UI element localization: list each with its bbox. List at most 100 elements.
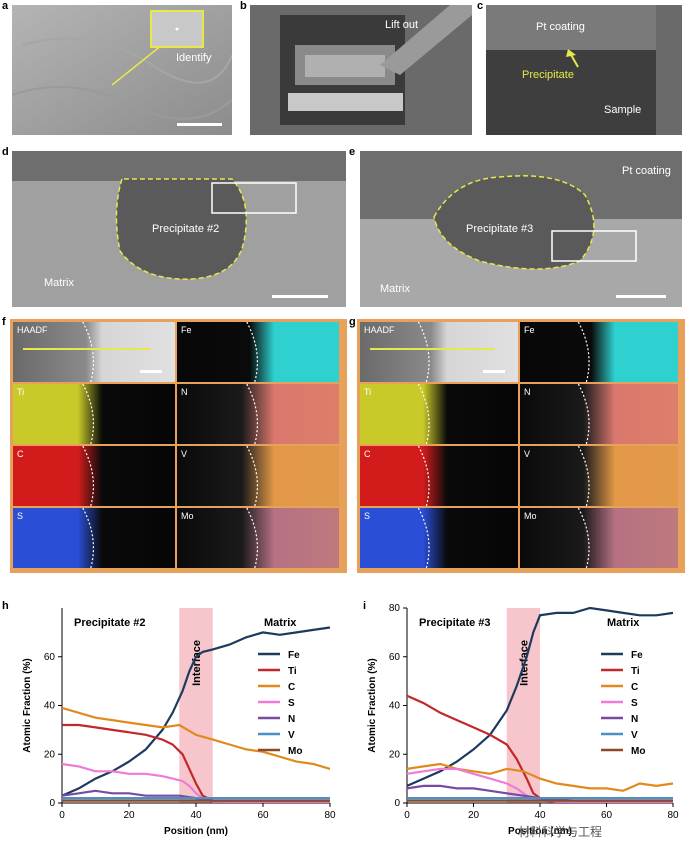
eds-map-label: V bbox=[181, 449, 188, 459]
sem-texture-a bbox=[12, 5, 232, 135]
sem-image-c: Pt coating Precipitate Sample bbox=[486, 5, 682, 135]
sample-label-c: Sample bbox=[604, 104, 642, 116]
interface-boundary-f-fe bbox=[246, 322, 258, 382]
interface-boundary-f-n bbox=[246, 384, 258, 444]
eds-map-f-c: C bbox=[13, 446, 175, 506]
tem-image-d: Precipitate #2 Matrix bbox=[12, 151, 346, 307]
interface-boundary-g-ti bbox=[417, 384, 430, 444]
legend-label-v: V bbox=[288, 730, 295, 741]
interface-boundary-f-c bbox=[82, 446, 94, 506]
legend-label-mo: Mo bbox=[631, 746, 645, 757]
eds-map-label: N bbox=[524, 387, 531, 397]
precipitate-label-c: Precipitate bbox=[522, 69, 574, 81]
eds-map-label: Mo bbox=[181, 511, 194, 521]
x-tick-label: 20 bbox=[123, 810, 135, 821]
interface-label: Interface bbox=[191, 640, 203, 686]
interface-boundary-g-v bbox=[577, 446, 590, 506]
precipitate-2-label: Precipitate #2 bbox=[152, 223, 220, 235]
tem-texture-d bbox=[12, 151, 346, 307]
line-profile-svg-h: Interface 0 20 40 60 80 0 20 40 60 Position (nm) At… bbox=[22, 608, 336, 837]
interface-boundary-f-ti bbox=[82, 384, 94, 444]
panel-label-a: a bbox=[2, 0, 9, 12]
y-tick-label: 20 bbox=[44, 749, 56, 760]
eds-map-label: HAADF bbox=[364, 325, 395, 335]
chart-title: Precipitate #3 bbox=[419, 617, 491, 629]
eds-map-label: S bbox=[364, 511, 371, 521]
panel-label-i: i bbox=[363, 600, 367, 612]
legend-label-n: N bbox=[288, 714, 295, 725]
x-axis-label: Position (nm) bbox=[164, 826, 228, 837]
panel-label-d: d bbox=[2, 146, 9, 158]
tem-image-e: Precipitate #3 Matrix Pt coating bbox=[360, 151, 682, 307]
eds-map-f-fe: Fe bbox=[177, 322, 339, 382]
panel-label-e: e bbox=[349, 146, 356, 158]
eds-map-g-haadf: HAADF bbox=[360, 322, 518, 382]
eds-map-f-mo: Mo bbox=[177, 508, 339, 568]
y-tick-label: 20 bbox=[389, 749, 401, 760]
panel-label-c: c bbox=[477, 0, 484, 12]
interface-band bbox=[179, 608, 213, 803]
eds-map-label: C bbox=[364, 449, 371, 459]
chart-title: Precipitate #2 bbox=[74, 617, 146, 629]
y-tick-label: 60 bbox=[44, 652, 56, 663]
y-axis-label: Atomic Fraction (%) bbox=[22, 658, 33, 752]
eds-map-grid-g: HAADF Fe Ti N C V S Mo bbox=[357, 319, 685, 573]
x-tick-label: 80 bbox=[667, 810, 679, 821]
interface-boundary-f-mo bbox=[246, 508, 258, 568]
legend-label-s: S bbox=[288, 698, 295, 709]
matrix-region-label: Matrix bbox=[264, 617, 297, 629]
interface-boundary-g-n bbox=[577, 384, 590, 444]
eds-map-grid-f: HAADF Fe Ti N C V S Mo bbox=[10, 319, 347, 573]
x-tick-label: 80 bbox=[324, 810, 336, 821]
eds-map-label: Fe bbox=[524, 325, 535, 335]
sem-texture-c bbox=[486, 5, 682, 135]
sem-image-a: Identify bbox=[12, 5, 232, 135]
legend-label-c: C bbox=[288, 682, 295, 693]
interface-boundary-f-haadf bbox=[23, 322, 162, 382]
pt-coating-label-c: Pt coating bbox=[536, 21, 585, 33]
interface-boundary-f-s bbox=[82, 508, 94, 568]
eds-map-label: Mo bbox=[524, 511, 537, 521]
y-tick-label: 0 bbox=[49, 798, 55, 809]
interface-boundary-g-fe bbox=[577, 322, 590, 382]
eds-map-g-fe: Fe bbox=[520, 322, 678, 382]
identify-label: Identify bbox=[176, 52, 212, 64]
lift-out-label: Lift out bbox=[385, 19, 419, 31]
eds-map-f-s: S bbox=[13, 508, 175, 568]
scale-bar-g bbox=[483, 370, 505, 373]
eds-map-label: S bbox=[17, 511, 24, 521]
y-tick-label: 0 bbox=[394, 798, 400, 809]
line-profile-chart-h: Interface 0 20 40 60 80 0 20 40 60 Position (nm) At… bbox=[10, 596, 340, 837]
matrix-label-d: Matrix bbox=[44, 277, 74, 289]
scale-bar-a bbox=[177, 123, 222, 126]
legend-label-v: V bbox=[631, 730, 638, 741]
panel-label-h: h bbox=[2, 600, 9, 612]
line-profile-chart-i: Interface 0 20 40 60 80 0 20 40 60 80 Position (nm)… bbox=[355, 596, 683, 837]
legend-label-fe: Fe bbox=[631, 650, 643, 661]
scale-bar-d bbox=[272, 295, 328, 298]
x-tick-label: 0 bbox=[59, 810, 65, 821]
sem-texture-b bbox=[250, 5, 472, 135]
legend-label-ti: Ti bbox=[631, 666, 640, 677]
eds-map-label: Ti bbox=[364, 387, 372, 397]
x-tick-label: 0 bbox=[404, 810, 410, 821]
series-line-fe bbox=[61, 626, 331, 797]
series-line-s bbox=[61, 762, 330, 803]
scale-bar-e bbox=[616, 295, 666, 298]
panel-label-b: b bbox=[240, 0, 247, 12]
y-tick-label: 40 bbox=[44, 701, 56, 712]
x-tick-label: 40 bbox=[190, 810, 202, 821]
eds-map-label: Fe bbox=[181, 325, 192, 335]
eds-map-label: Ti bbox=[17, 387, 25, 397]
tem-texture-e bbox=[360, 151, 682, 307]
y-tick-label: 80 bbox=[389, 603, 401, 614]
interface-boundary-g-s bbox=[417, 508, 430, 568]
x-tick-label: 40 bbox=[534, 810, 546, 821]
x-tick-label: 20 bbox=[468, 810, 480, 821]
x-tick-label: 60 bbox=[601, 810, 613, 821]
eds-map-g-c: C bbox=[360, 446, 518, 506]
panel-label-f: f bbox=[2, 316, 6, 328]
x-tick-label: 60 bbox=[257, 810, 269, 821]
y-axis-label: Atomic Fraction (%) bbox=[367, 658, 378, 752]
